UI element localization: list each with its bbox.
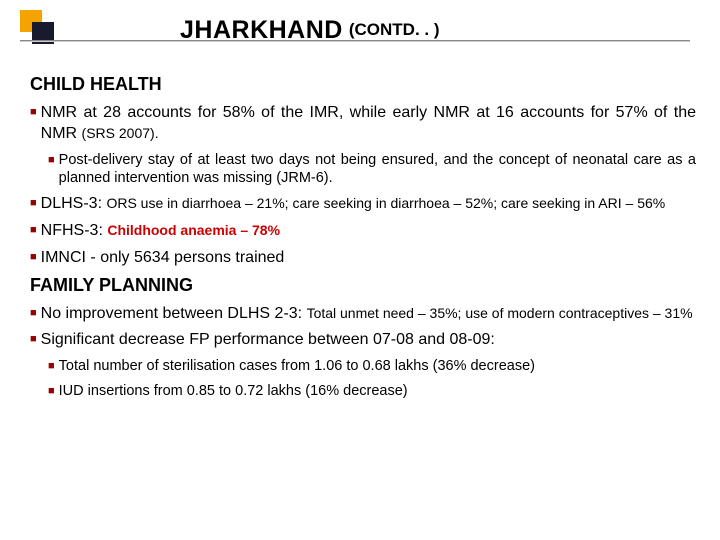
bullet-item: ■ Post-delivery stay of at least two days… <box>48 151 696 189</box>
bullet-icon: ■ <box>30 307 37 319</box>
bullet-item: ■ IMNCI - only 5634 persons trained <box>30 248 696 269</box>
bullet-item: ■ DLHS-3: ORS use in diarrhoea – 21%; car… <box>30 194 696 215</box>
section-heading: CHILD HEALTH <box>30 74 696 95</box>
slide-title-suffix: (CONTD. . ) <box>349 20 440 40</box>
bullet-icon: ■ <box>30 333 37 345</box>
bullet-item: ■ NFHS-3: Childhood anaemia – 78% <box>30 221 696 242</box>
bullet-icon: ■ <box>48 154 55 166</box>
bullet-item: ■ No improvement between DLHS 2-3: Total … <box>30 304 696 325</box>
bullet-text: DLHS-3: ORS use in diarrhoea – 21%; care… <box>41 194 696 215</box>
section-heading: FAMILY PLANNING <box>30 275 696 296</box>
slide-content: CHILD HEALTH ■ NMR at 28 accounts for 58% … <box>0 60 720 401</box>
bullet-item: ■ IUD insertions from 0.85 to 0.72 lakhs … <box>48 382 696 401</box>
bullet-text: No improvement between DLHS 2-3: Total u… <box>41 304 696 325</box>
title-underline <box>20 40 690 42</box>
bullet-text: IUD insertions from 0.85 to 0.72 lakhs (… <box>59 382 696 401</box>
bullet-icon: ■ <box>48 360 55 372</box>
bullet-item: ■ NMR at 28 accounts for 58% of the IMR, … <box>30 103 696 145</box>
bullet-icon: ■ <box>30 197 37 209</box>
bullet-text: Significant decrease FP performance betw… <box>41 330 696 351</box>
bullet-text: Post-delivery stay of at least two days … <box>59 151 696 189</box>
bullet-item: ■ Significant decrease FP performance bet… <box>30 330 696 351</box>
bullet-icon: ■ <box>30 251 37 263</box>
bullet-icon: ■ <box>30 106 37 118</box>
bullet-icon: ■ <box>48 385 55 397</box>
bullet-icon: ■ <box>30 224 37 236</box>
bullet-item: ■ Total number of sterilisation cases fro… <box>48 357 696 376</box>
bullet-text: Total number of sterilisation cases from… <box>59 357 696 376</box>
bullet-text: NMR at 28 accounts for 58% of the IMR, w… <box>41 103 696 145</box>
bullet-text: IMNCI - only 5634 persons trained <box>41 248 696 269</box>
bullet-text: NFHS-3: Childhood anaemia – 78% <box>41 221 696 242</box>
title-bar: JHARKHAND (CONTD. . ) <box>0 0 720 60</box>
